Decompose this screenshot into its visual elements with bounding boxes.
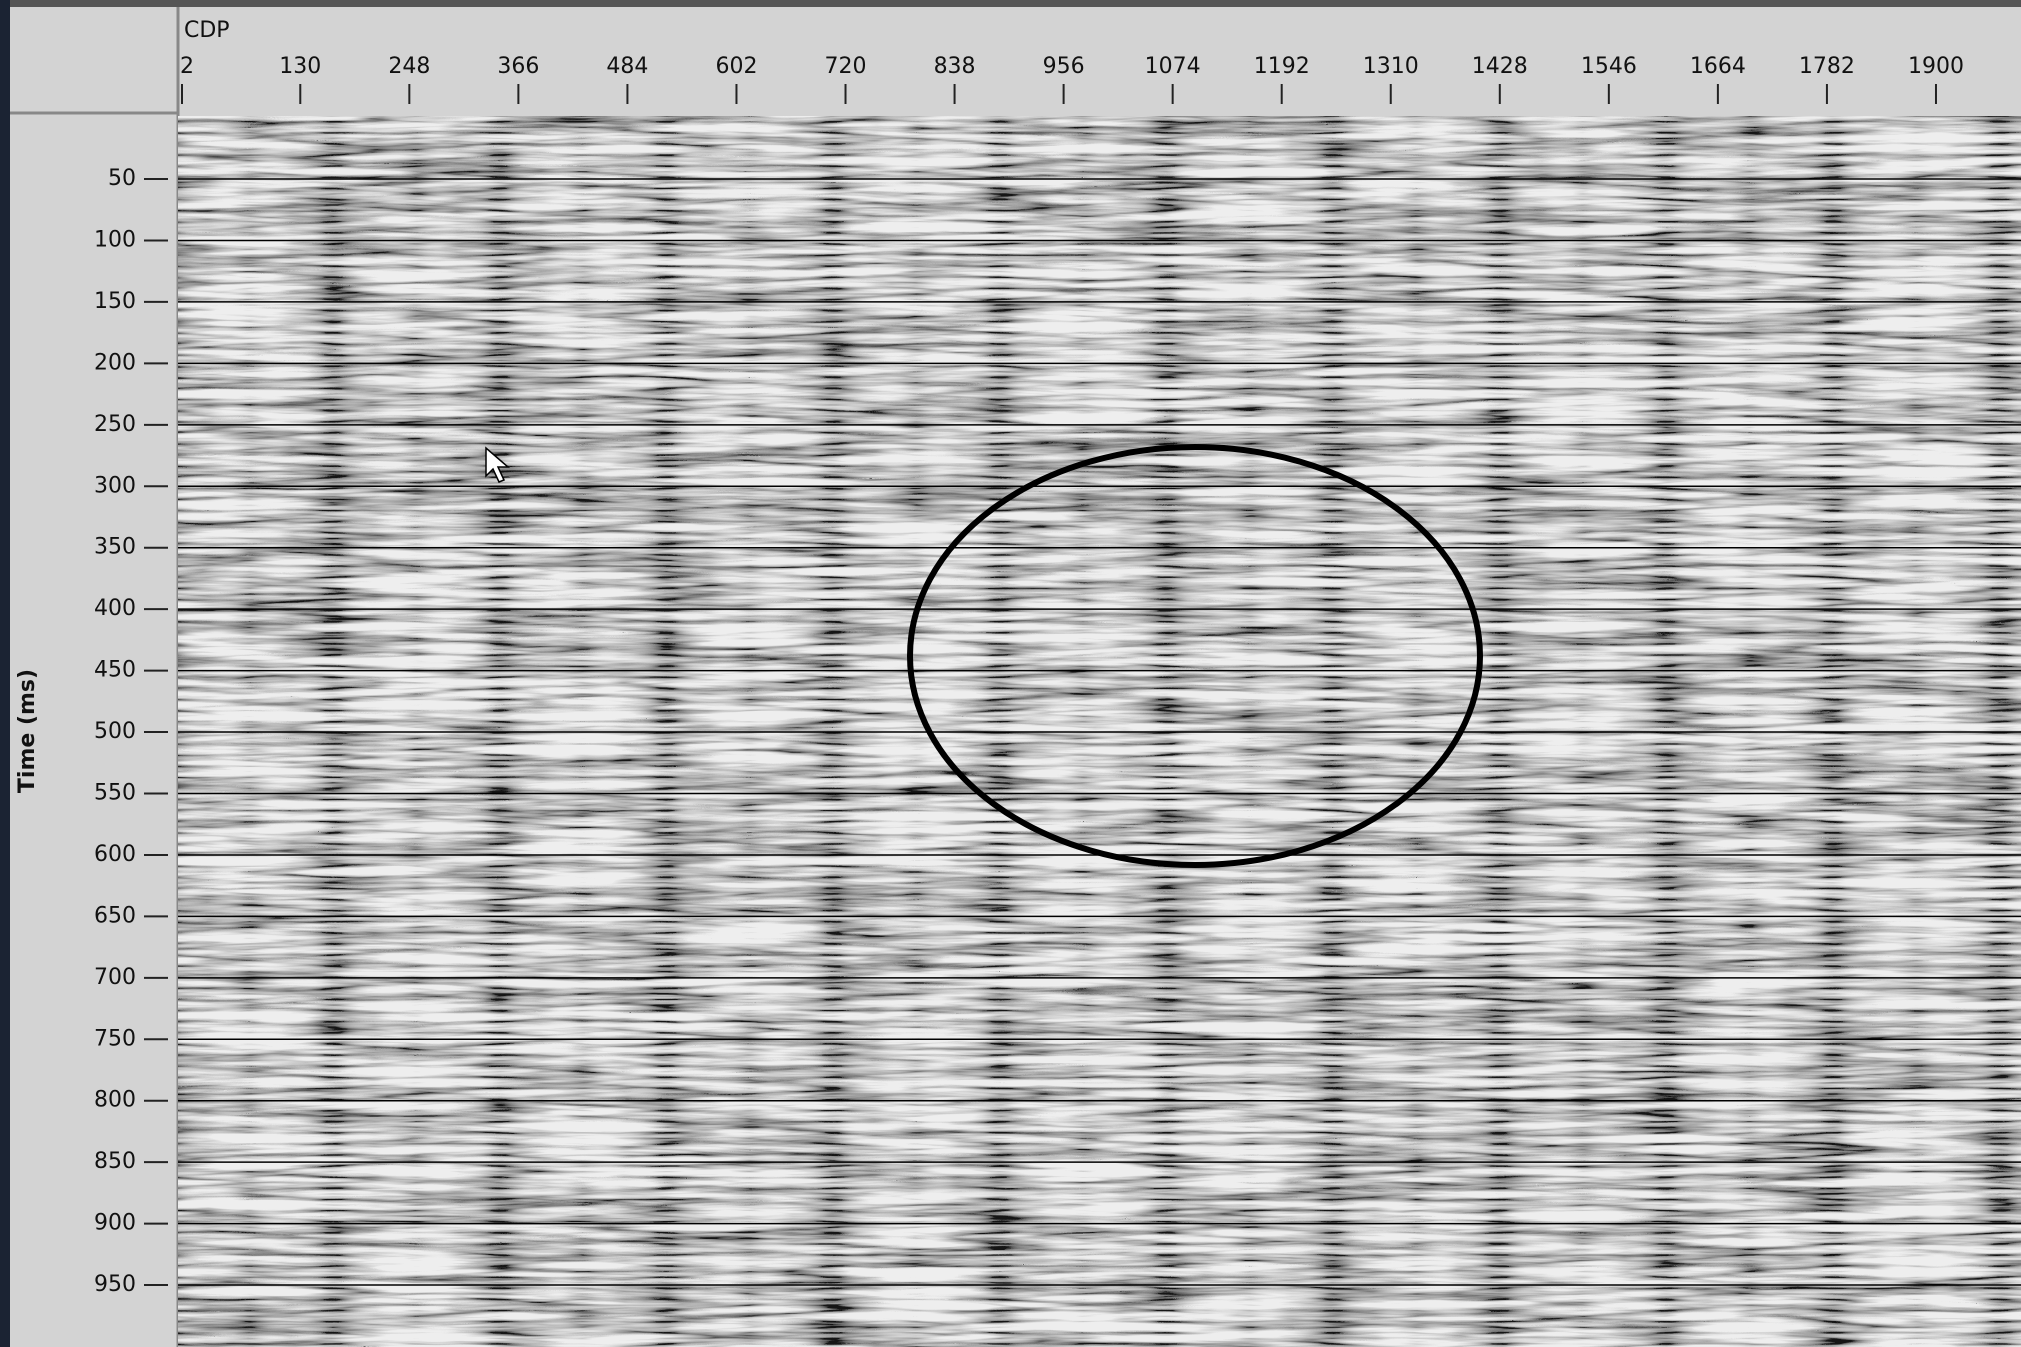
x-tick-label: 366 — [497, 54, 539, 79]
x-tick-label: 1310 — [1363, 54, 1419, 79]
x-axis-label: CDP — [184, 18, 230, 43]
y-tick-label: 350 — [94, 535, 136, 560]
x-tick-label: 1192 — [1254, 54, 1310, 79]
x-tick-label: 248 — [388, 54, 430, 79]
x-tick-label: 130 — [279, 54, 321, 79]
y-tick-label: 600 — [94, 842, 136, 867]
x-tick-label: 484 — [606, 54, 648, 79]
y-tick-label: 100 — [94, 227, 136, 252]
y-tick-label: 500 — [94, 719, 136, 744]
y-axis-label: Time (ms) — [15, 669, 40, 793]
x-tick-label: 1546 — [1581, 54, 1637, 79]
y-tick-label: 750 — [94, 1026, 136, 1051]
y-tick-label: 800 — [94, 1088, 136, 1113]
x-tick-label: 956 — [1043, 54, 1085, 79]
x-tick-label: 1074 — [1145, 54, 1201, 79]
x-tick-label: 1900 — [1908, 54, 1964, 79]
x-tick-label: 838 — [934, 54, 976, 79]
y-tick-label: 650 — [94, 903, 136, 928]
y-tick-label: 900 — [94, 1211, 136, 1236]
x-tick-label: 2 — [180, 54, 194, 79]
x-tick-label: 1664 — [1690, 54, 1746, 79]
y-tick-label: 300 — [94, 473, 136, 498]
y-tick-label: 850 — [94, 1149, 136, 1174]
seismic-viewer: CDP Time (ms) 2 130 248 366 484 602 720 838 956 1… — [0, 0, 2021, 1347]
y-tick-label: 50 — [108, 166, 136, 191]
x-tick-label: 1428 — [1472, 54, 1528, 79]
y-tick-label: 950 — [94, 1272, 136, 1297]
y-tick-label: 550 — [94, 780, 136, 805]
x-tick-label: 602 — [715, 54, 757, 79]
y-tick-label: 400 — [94, 596, 136, 621]
x-tick-label: 1782 — [1799, 54, 1855, 79]
y-tick-label: 250 — [94, 412, 136, 437]
y-tick-label: 200 — [94, 350, 136, 375]
page: CDP Time (ms) 2 130 248 366 484 602 720 838 956 1… — [0, 0, 2021, 1347]
y-tick-label: 150 — [94, 289, 136, 314]
top-border — [0, 0, 2021, 7]
y-tick-label: 450 — [94, 658, 136, 683]
y-tick-label: 700 — [94, 965, 136, 990]
x-tick-label: 720 — [825, 54, 867, 79]
left-strip — [0, 0, 10, 1347]
